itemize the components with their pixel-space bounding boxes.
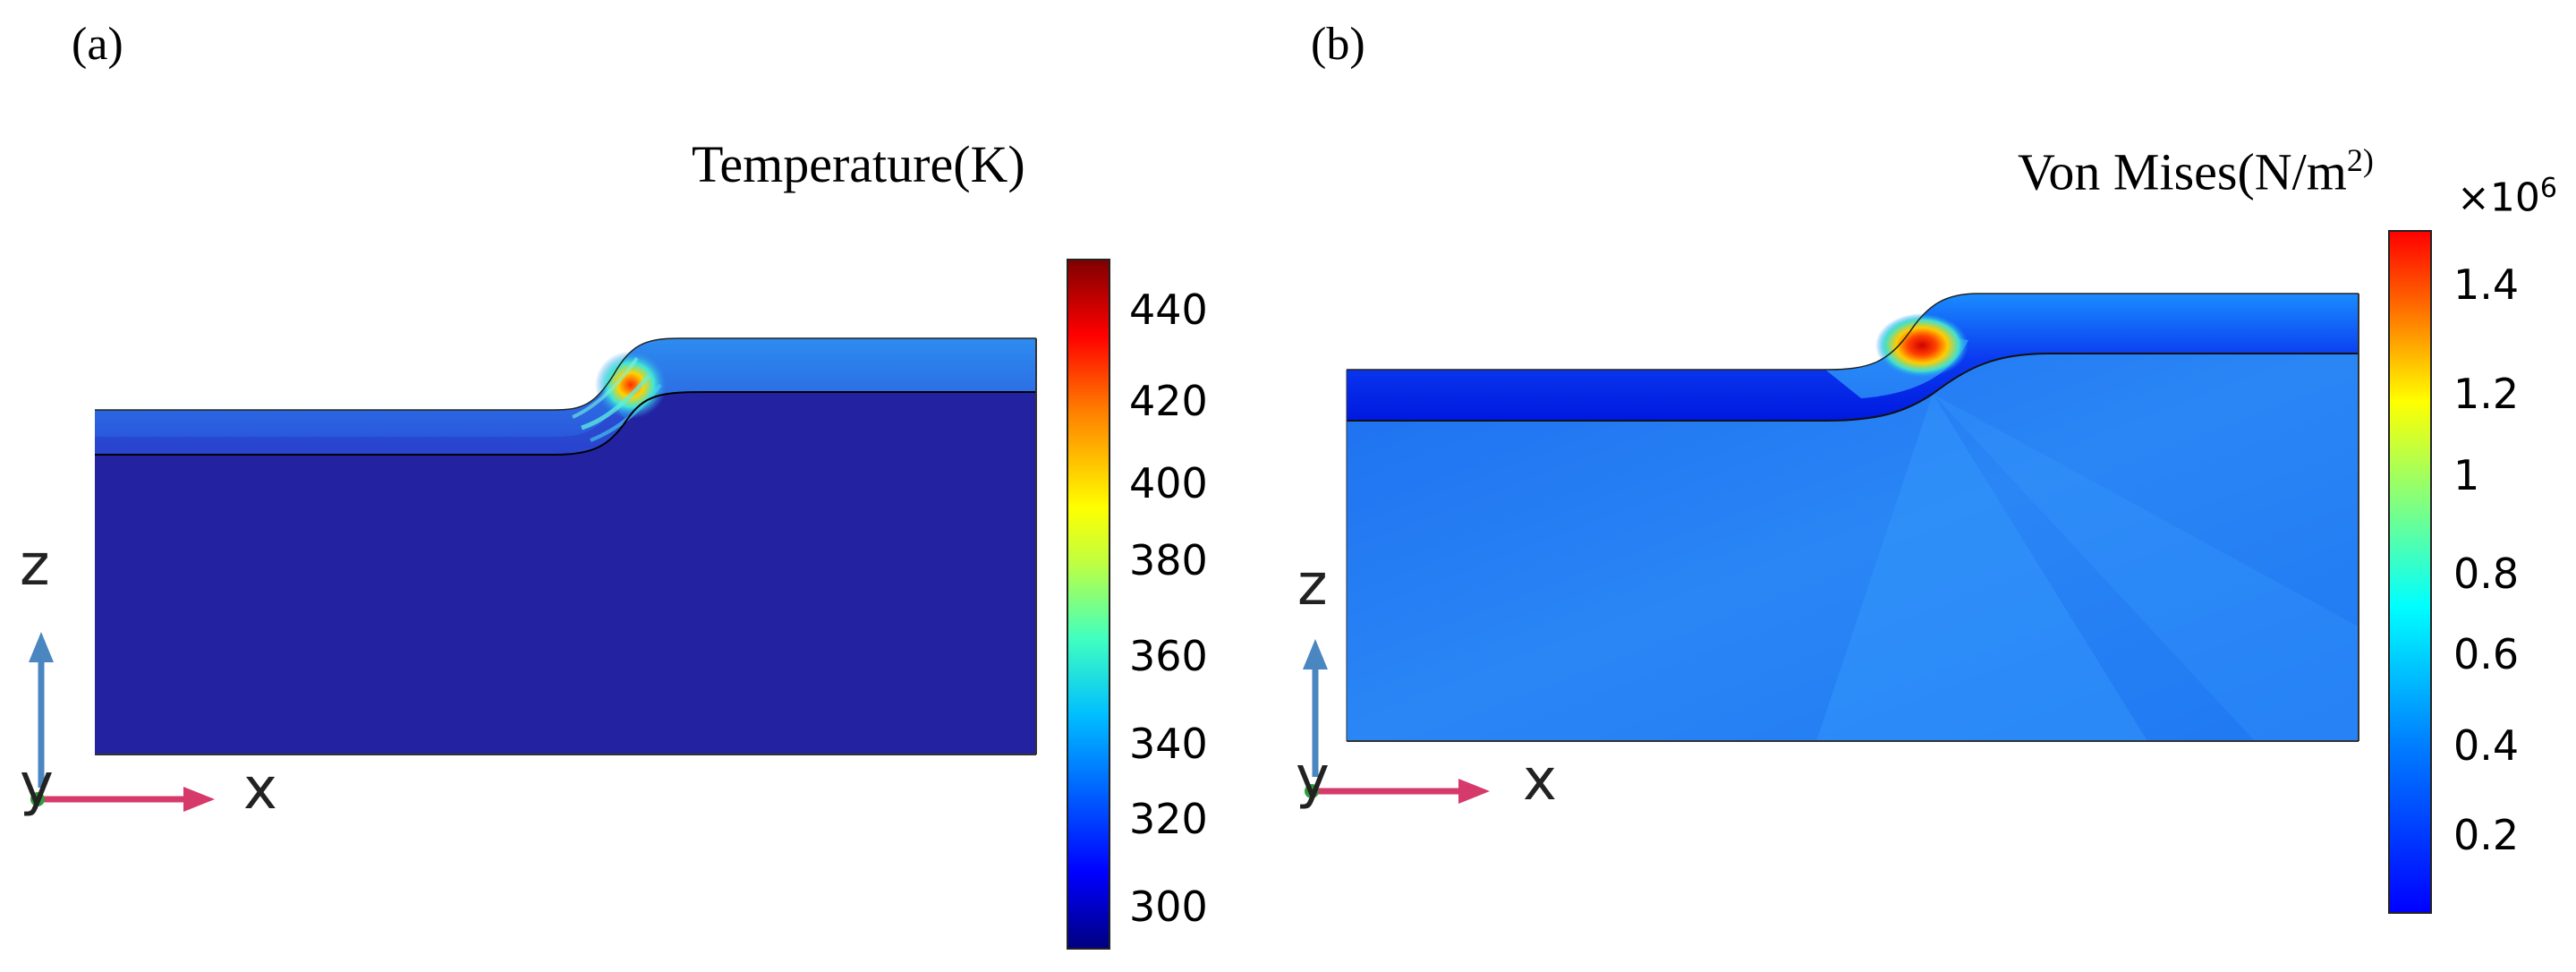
colorbar-multiplier: ×106 [2457,175,2557,218]
colorbar-multiplier-base: ×10 [2457,175,2540,221]
z-axis-label-a: z [20,533,50,599]
von-mises-title-sup: 2) [2346,142,2374,178]
x-arrowhead-a [183,787,215,812]
temperature-tick: 380 [1129,536,1208,584]
thermal-hotspot [595,351,667,419]
temperature-tick: 400 [1129,459,1208,507]
temperature-simulation-panel [95,337,1037,755]
origin-dot-b [1305,784,1319,798]
x-axis-label-a: x [243,756,277,823]
thermal-ripple-1 [581,374,650,431]
interface-line-a [95,391,1036,456]
x-axis-label-b: x [1523,747,1557,814]
axis-triad-a [29,632,215,812]
von-mises-simulation-panel [1346,293,2359,742]
temperature-tick: 440 [1129,286,1208,334]
von-mises-title-main: Von Mises(N/m [2018,142,2347,201]
von-mises-tick: 0.8 [2453,550,2520,598]
von-mises-tick: 1.4 [2453,260,2520,309]
film-layer-a [95,338,1036,455]
von-mises-tick: 0.6 [2453,630,2520,678]
panel-label-b: (b) [1311,19,1365,70]
stress-fan-b [1816,394,2147,741]
x-arrowhead-b [1458,779,1490,804]
temperature-tick: 360 [1129,632,1208,680]
substrate-region-b [1347,354,2359,741]
z-axis-label-b: z [1297,552,1328,618]
film-layer-b [1347,294,2359,421]
substrate-region-a [95,392,1036,755]
von-mises-colorbar [2388,230,2432,914]
temperature-tick: 300 [1129,882,1208,931]
z-arrowhead-b [1303,639,1328,669]
y-axis-label-b: y [1296,745,1330,811]
thermal-ripple-3 [572,356,639,419]
panel-label-a: (a) [72,19,123,70]
top-surface-a [95,337,1036,411]
von-mises-tick: 1.2 [2453,370,2520,418]
temperature-title: Temperature(K) [692,135,1025,193]
temperature-tick: 420 [1129,377,1208,425]
y-axis-label-a: y [20,752,54,818]
von-mises-title: Von Mises(N/m2) [2018,141,2374,201]
top-surface-b [1347,293,2359,371]
stress-hotspot [1875,313,1968,378]
film-lower-band-a [95,407,626,455]
stress-fan-b2 [1933,394,2359,741]
axis-triad-b [1303,639,1490,804]
von-mises-tick: 0.2 [2453,811,2520,859]
temperature-tick: 340 [1129,720,1208,768]
von-mises-tick: 0.4 [2453,721,2520,770]
temperature-colorbar [1067,259,1110,950]
colorbar-multiplier-exp: 6 [2539,173,2557,204]
origin-dot-a [30,792,45,806]
von-mises-tick: 1 [2453,451,2480,499]
interface-line-b [1347,353,2359,422]
z-arrowhead-a [29,632,54,662]
temperature-tick: 320 [1129,795,1208,843]
